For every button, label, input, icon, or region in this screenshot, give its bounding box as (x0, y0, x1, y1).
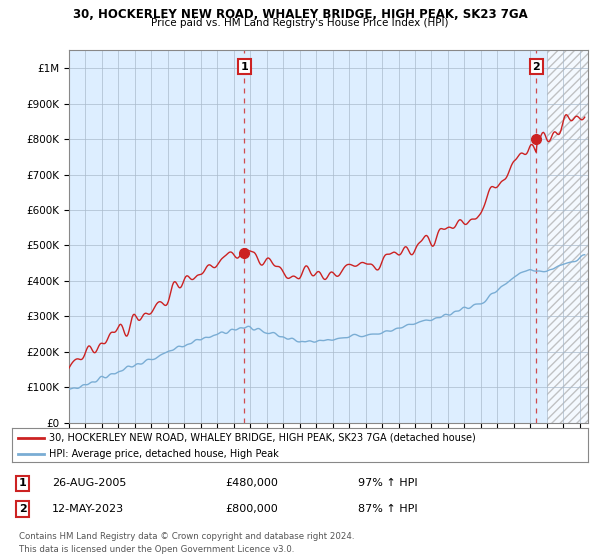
Text: 30, HOCKERLEY NEW ROAD, WHALEY BRIDGE, HIGH PEAK, SK23 7GA (detached house): 30, HOCKERLEY NEW ROAD, WHALEY BRIDGE, H… (49, 433, 476, 443)
Text: £800,000: £800,000 (225, 504, 278, 514)
Text: 87% ↑ HPI: 87% ↑ HPI (358, 504, 417, 514)
Text: 1: 1 (241, 62, 248, 72)
Text: 30, HOCKERLEY NEW ROAD, WHALEY BRIDGE, HIGH PEAK, SK23 7GA: 30, HOCKERLEY NEW ROAD, WHALEY BRIDGE, H… (73, 8, 527, 21)
Text: 2: 2 (19, 504, 26, 514)
Text: Price paid vs. HM Land Registry's House Price Index (HPI): Price paid vs. HM Land Registry's House … (151, 18, 449, 29)
Text: 2: 2 (532, 62, 540, 72)
Text: £480,000: £480,000 (225, 478, 278, 488)
Text: This data is licensed under the Open Government Licence v3.0.: This data is licensed under the Open Gov… (19, 545, 294, 554)
Text: Contains HM Land Registry data © Crown copyright and database right 2024.: Contains HM Land Registry data © Crown c… (19, 533, 355, 542)
Text: 12-MAY-2023: 12-MAY-2023 (52, 504, 124, 514)
Text: 97% ↑ HPI: 97% ↑ HPI (358, 478, 417, 488)
Text: HPI: Average price, detached house, High Peak: HPI: Average price, detached house, High… (49, 449, 279, 459)
Text: 26-AUG-2005: 26-AUG-2005 (52, 478, 127, 488)
Text: 1: 1 (19, 478, 26, 488)
